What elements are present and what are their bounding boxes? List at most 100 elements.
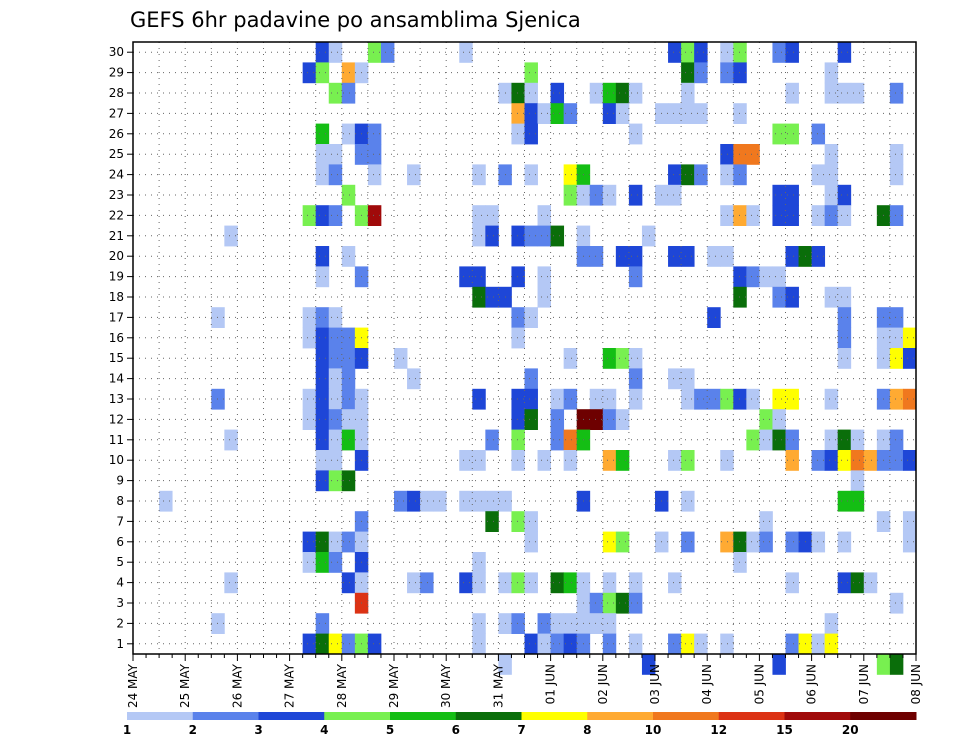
heatmap-cell <box>602 348 617 369</box>
heatmap-cell <box>211 388 225 410</box>
x-tick-label: 08 JUN <box>909 664 923 704</box>
heatmap-cell <box>811 205 826 226</box>
heatmap-cell <box>315 307 330 328</box>
x-tick-label: 04 JUN <box>700 664 714 704</box>
heatmap-cell <box>837 572 852 594</box>
heatmap-cell <box>328 409 343 430</box>
heatmap-cell <box>863 572 878 594</box>
heatmap-cell <box>367 164 382 186</box>
heatmap-cell <box>681 42 695 63</box>
legend-swatch <box>192 712 259 720</box>
y-tick-label: 3 <box>116 596 124 610</box>
heatmap-cell <box>615 409 630 430</box>
legend-swatch <box>127 712 194 720</box>
heatmap-cell <box>602 103 617 124</box>
heatmap-cell <box>524 368 538 390</box>
heatmap-cell <box>302 409 317 430</box>
heatmap-cell <box>472 225 486 247</box>
heatmap-cell <box>863 450 878 471</box>
y-tick-label: 27 <box>109 106 124 120</box>
heatmap-cell <box>785 388 799 410</box>
x-tick-label: 29 MAY <box>387 663 401 708</box>
heatmap-cell <box>824 450 839 471</box>
y-tick-label: 20 <box>109 249 124 263</box>
heatmap-cell <box>628 572 643 594</box>
heatmap-cell <box>341 184 356 206</box>
heatmap-cell <box>785 633 799 655</box>
heatmap-cell <box>759 266 773 288</box>
heatmap-cell <box>341 572 356 594</box>
heatmap-cell <box>537 450 551 471</box>
heatmap-cell <box>341 409 356 430</box>
heatmap-cell <box>615 348 630 369</box>
heatmap-cell <box>602 613 617 634</box>
heatmap-cell <box>785 286 799 308</box>
heatmap-cell <box>746 429 760 451</box>
heatmap-cell <box>681 450 695 471</box>
heatmap-cell <box>668 572 682 594</box>
heatmap-cell <box>550 103 565 124</box>
heatmap-cell <box>772 184 786 206</box>
heatmap-cell <box>511 511 525 532</box>
heatmap-cell <box>341 348 356 369</box>
heatmap-cell <box>498 654 512 675</box>
y-tick-label: 12 <box>109 412 124 426</box>
heatmap-cell <box>537 266 551 288</box>
x-tick-label: 28 MAY <box>335 663 349 708</box>
y-tick-label: 18 <box>109 290 124 304</box>
heatmap-cell <box>785 205 799 226</box>
heatmap-cell <box>589 409 604 430</box>
heatmap-cell <box>720 633 734 655</box>
legend-label: 10 <box>645 723 662 737</box>
heatmap-cell <box>850 490 865 512</box>
heatmap-cell <box>341 82 356 104</box>
heatmap-cell <box>746 205 760 226</box>
heatmap-cell <box>707 388 721 410</box>
heatmap-cell <box>681 103 695 124</box>
heatmap-cell <box>681 82 695 104</box>
heatmap-cell <box>889 450 904 471</box>
heatmap-cell <box>459 42 473 63</box>
heatmap-cells <box>159 42 917 675</box>
heatmap-cell <box>472 633 486 655</box>
heatmap-cell <box>550 225 565 247</box>
x-tick-label: 01 JUN <box>544 664 558 704</box>
heatmap-cell <box>889 205 904 226</box>
legend-label: 12 <box>710 723 727 737</box>
y-tick-label: 17 <box>109 310 124 324</box>
heatmap-cell <box>837 531 852 553</box>
legend-label: 5 <box>386 723 394 737</box>
legend-label: 1 <box>123 723 131 737</box>
heatmap-cell <box>602 572 617 594</box>
y-tick-label: 6 <box>116 535 124 549</box>
heatmap-cell <box>837 286 852 308</box>
heatmap-cell <box>720 164 734 186</box>
x-tick-label: 27 MAY <box>283 663 297 708</box>
heatmap-cell <box>902 531 917 553</box>
heatmap-cell <box>668 246 682 267</box>
heatmap-cell <box>876 654 891 675</box>
heatmap-cell <box>563 164 578 186</box>
heatmap-cell <box>681 246 695 267</box>
y-tick-label: 21 <box>109 229 124 243</box>
heatmap-cell <box>341 123 356 145</box>
heatmap-cell <box>668 42 682 63</box>
heatmap-cell <box>550 572 565 594</box>
y-tick-label: 8 <box>116 494 124 508</box>
heatmap-cell <box>472 613 486 634</box>
heatmap-cell <box>211 307 225 328</box>
heatmap-cell <box>811 633 826 655</box>
heatmap-cell <box>602 531 617 553</box>
legend-label: 20 <box>842 723 859 737</box>
heatmap-cell <box>615 450 630 471</box>
heatmap-cell <box>589 388 604 410</box>
heatmap-cell <box>772 266 786 288</box>
heatmap-cell <box>889 144 904 165</box>
heatmap-cell <box>472 388 486 410</box>
heatmap-cell <box>837 450 852 471</box>
heatmap-cell <box>733 164 747 186</box>
heatmap-cell <box>889 164 904 186</box>
heatmap-cell <box>224 572 238 594</box>
x-tick-label: 31 MAY <box>491 663 505 708</box>
